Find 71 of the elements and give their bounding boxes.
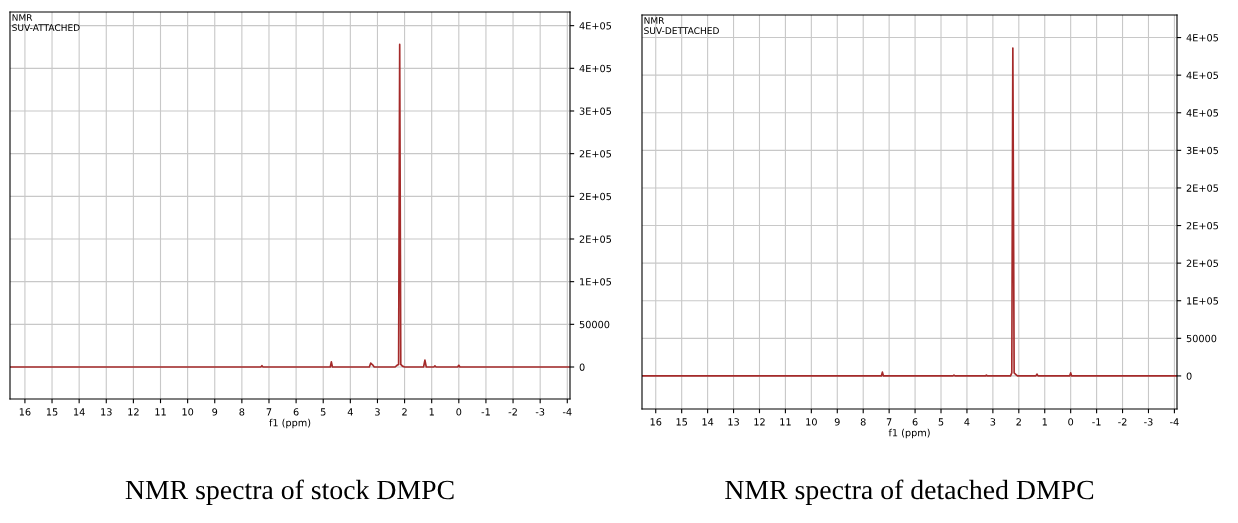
- text: SUV-ATTACHED: [12, 24, 80, 32]
- x-tick-label: 7: [266, 408, 272, 416]
- y-tick-label: 4E+05: [1186, 34, 1219, 42]
- x-tick-label: -4: [1170, 418, 1179, 426]
- x-tick-label: -4: [562, 408, 572, 416]
- x-tick-label: 1: [429, 408, 434, 416]
- x-tick-label: 1: [1042, 418, 1047, 426]
- y-tick-label: 1E+05: [1187, 297, 1219, 305]
- text: SUV-DETTACHED: [644, 27, 719, 35]
- y-tick-label: 0: [1186, 372, 1192, 380]
- y-tick-label: 4E+05: [579, 22, 612, 30]
- y-tick-label: 4E+05: [579, 64, 612, 73]
- x-tick-label: 8: [860, 418, 866, 426]
- chart-title: NMR: [644, 17, 665, 24]
- y-tick-label: 2E+05: [579, 235, 612, 243]
- y-tick-label: 2E+05: [1186, 184, 1219, 192]
- x-tick-label: 0: [456, 408, 462, 416]
- y-tick-label: 1E+05: [580, 278, 612, 286]
- x-tick-label: 14: [74, 408, 85, 416]
- x-tick-label: 0: [1068, 418, 1074, 426]
- x-tick-label: 10: [182, 408, 194, 416]
- y-tick-label: 3E+05: [579, 107, 612, 115]
- x-tick-label: 14: [702, 418, 714, 426]
- text: NMR spectra of stock DMPC: [125, 479, 454, 505]
- y-tick-label: 2E+05: [1186, 222, 1219, 230]
- y-tick-label: 50000: [1186, 334, 1217, 343]
- y-tick-label: 2E+05: [579, 192, 612, 201]
- x-tick-label: 16: [650, 418, 662, 426]
- x-tick-label: 2: [402, 408, 407, 416]
- x-tick-label: -2: [508, 408, 517, 416]
- x-tick-label: 12: [754, 418, 765, 426]
- x-axis-title: f1 (ppm): [888, 428, 930, 439]
- x-tick-label: 4: [347, 408, 353, 416]
- x-tick-label: 10: [806, 418, 817, 426]
- x-axis-title: f1 (ppm): [269, 418, 311, 429]
- x-tick-label: 13: [728, 418, 739, 426]
- x-tick-label: -1: [481, 408, 490, 416]
- line-series: [642, 47, 1177, 377]
- x-tick-label: -3: [1144, 418, 1153, 426]
- x-tick-label: 11: [155, 408, 166, 416]
- x-tick-label: 5: [938, 418, 944, 426]
- y-tick-label: 0: [579, 363, 585, 371]
- x-tick-label: 2: [1016, 418, 1021, 426]
- y-tick-label: 3E+05: [1186, 146, 1219, 155]
- x-tick-label: 4: [964, 418, 970, 426]
- x-tick-label: 6: [912, 418, 918, 426]
- x-tick-label: -3: [535, 408, 545, 416]
- x-tick-label: -1: [1092, 418, 1101, 426]
- y-tick-label: 2E+05: [579, 150, 612, 158]
- x-tick-label: 7: [886, 418, 892, 426]
- chart-title: NMR: [12, 14, 33, 21]
- x-tick-label: 9: [834, 418, 840, 426]
- text: NMR spectra of detached DMPC: [725, 479, 1094, 505]
- x-tick-label: 11: [780, 418, 791, 426]
- x-tick-label: 5: [320, 408, 326, 416]
- x-tick-label: 12: [128, 408, 139, 416]
- y-tick-label: 50000: [579, 320, 610, 329]
- x-tick-label: 8: [239, 408, 245, 416]
- x-tick-label: 15: [676, 418, 688, 426]
- x-tick-label: 13: [101, 408, 112, 416]
- x-tick-label: -2: [1118, 418, 1127, 426]
- x-tick-label: 6: [293, 408, 299, 416]
- y-tick-label: 2E+05: [1186, 259, 1219, 267]
- x-tick-label: 15: [46, 408, 58, 416]
- y-tick-label: 4E+05: [1186, 109, 1219, 117]
- x-tick-label: 9: [212, 408, 218, 416]
- x-tick-label: 3: [375, 408, 380, 416]
- x-tick-label: 3: [990, 418, 996, 426]
- line-series: [10, 43, 570, 368]
- y-tick-label: 4E+05: [1186, 71, 1219, 79]
- x-tick-label: 16: [19, 408, 31, 416]
